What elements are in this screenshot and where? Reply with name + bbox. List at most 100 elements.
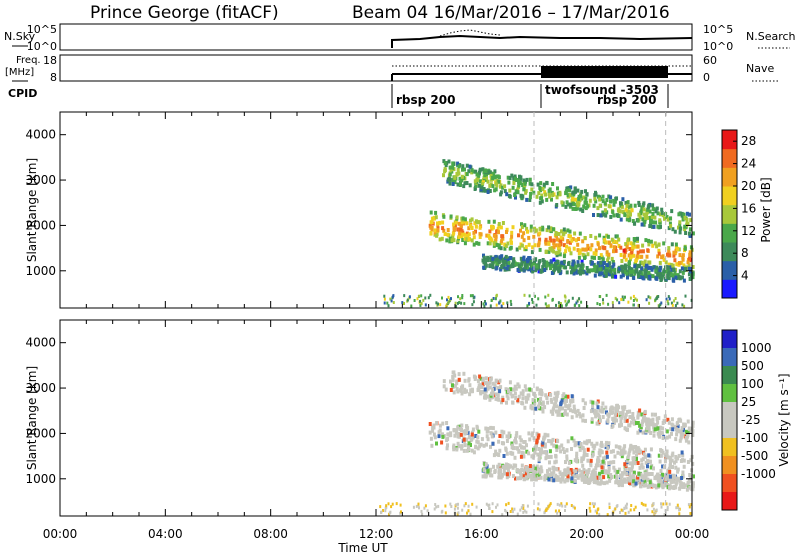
- scatter-cell: [672, 479, 676, 484]
- scatter-cell: [504, 244, 508, 248]
- scatter-cell: [500, 263, 504, 268]
- scatter-cell: [598, 471, 602, 476]
- scatter-cell: [645, 469, 649, 474]
- scatter-cell: [670, 485, 674, 490]
- scatter-cell: [634, 259, 638, 264]
- scatter-cell: [463, 443, 467, 448]
- scatter-cell: [636, 475, 640, 480]
- scatter-cell: [671, 273, 675, 278]
- scatter-cell: [440, 236, 444, 241]
- scatter-cell: [460, 174, 464, 179]
- scatter-cell: [557, 249, 561, 254]
- scatter-cell: [680, 260, 684, 265]
- scatter-cell: [437, 430, 441, 435]
- scatter-cell: [519, 474, 523, 479]
- scatter-cell: [642, 201, 646, 206]
- scatter-cell: [580, 459, 584, 464]
- scatter-cell: [669, 427, 673, 432]
- scatter-cell: [491, 265, 495, 270]
- scatter-cell: [578, 297, 581, 301]
- scatter-cell: [574, 442, 578, 447]
- scatter-cell: [499, 225, 503, 230]
- scatter-cell: [435, 421, 439, 425]
- scatter-cell: [435, 301, 438, 305]
- scatter-cell: [683, 304, 686, 308]
- scatter-cell: [668, 455, 672, 460]
- scatter-cell: [641, 430, 645, 435]
- scatter-cell: [677, 261, 681, 265]
- scatter-cell: [586, 305, 589, 308]
- scatter-cell: [644, 238, 648, 243]
- scatter-cell: [553, 261, 557, 266]
- scatter-cell: [468, 183, 472, 188]
- scatter-cell: [465, 448, 469, 453]
- scatter-cell: [457, 444, 461, 449]
- scatter-cell: [649, 465, 653, 470]
- scatter-cell: [555, 404, 559, 409]
- scatter-cell: [431, 428, 435, 433]
- scatter-cell: [658, 272, 662, 276]
- scatter-cell: [386, 301, 389, 305]
- scatter-cell: [461, 296, 464, 300]
- scatter-cell: [546, 472, 550, 477]
- scatter-cell: [497, 230, 500, 235]
- scatter-cell: [646, 477, 650, 482]
- scatter-cell: [445, 446, 449, 451]
- scatter-cell: [598, 512, 601, 516]
- scatter-cell: [493, 188, 497, 193]
- scatter-cell: [687, 272, 691, 277]
- scatter-cell: [420, 302, 423, 306]
- scatter-cell: [561, 504, 564, 508]
- scatter-cell: [680, 476, 684, 480]
- colorbar-swatch: [722, 366, 737, 385]
- scatter-cell: [503, 257, 507, 262]
- scatter-cell: [549, 409, 553, 414]
- scatter-cell: [634, 505, 637, 509]
- scatter-cell: [579, 264, 583, 269]
- scatter-cell: [506, 396, 510, 401]
- scatter-cell: [536, 475, 540, 480]
- scatter-cell: [683, 224, 687, 229]
- scatter-cell: [528, 195, 532, 200]
- scatter-cell: [489, 255, 493, 260]
- scatter-cell: [590, 255, 594, 260]
- scatter-cell: [505, 503, 508, 507]
- scatter-cell: [652, 425, 656, 430]
- scatter-cell: [485, 442, 488, 447]
- scatter-cell: [573, 407, 577, 412]
- scatter-cell: [657, 271, 660, 275]
- scatter-cell: [643, 259, 647, 264]
- scatter-cell: [668, 457, 672, 462]
- scatter-cell: [528, 181, 532, 186]
- scatter-cell: [527, 242, 531, 247]
- scatter-cell: [647, 203, 651, 208]
- scatter-cell: [681, 453, 685, 458]
- scatter-cell: [494, 449, 498, 454]
- scatter-cell: [538, 508, 541, 512]
- scatter-cell: [660, 502, 662, 506]
- scatter-cell: [494, 297, 497, 301]
- scatter-cell: [581, 239, 585, 244]
- scatter-cell: [581, 209, 585, 213]
- scatter-cell: [491, 259, 495, 264]
- scatter-cell: [615, 234, 619, 239]
- scatter-cell: [628, 461, 632, 466]
- scatter-cell: [550, 441, 554, 446]
- scatter-cell: [597, 414, 601, 419]
- scatter-cell: [448, 165, 452, 170]
- scatter-cell: [509, 510, 512, 513]
- scatter-cell: [493, 169, 497, 174]
- scatter-cell: [636, 218, 640, 223]
- scatter-cell: [541, 187, 545, 191]
- colorbar-swatch: [722, 242, 737, 262]
- scatter-cell: [624, 267, 627, 272]
- x-tick-label: 04:00: [148, 527, 183, 541]
- scatter-cell: [606, 258, 610, 263]
- scatter-cell: [436, 228, 440, 233]
- scatter-cell: [672, 253, 676, 258]
- scatter-cell: [658, 268, 662, 273]
- scatter-cell: [495, 243, 499, 247]
- scatter-cell: [451, 182, 455, 186]
- scatter-cell: [458, 301, 461, 304]
- scatter-cell: [599, 443, 603, 448]
